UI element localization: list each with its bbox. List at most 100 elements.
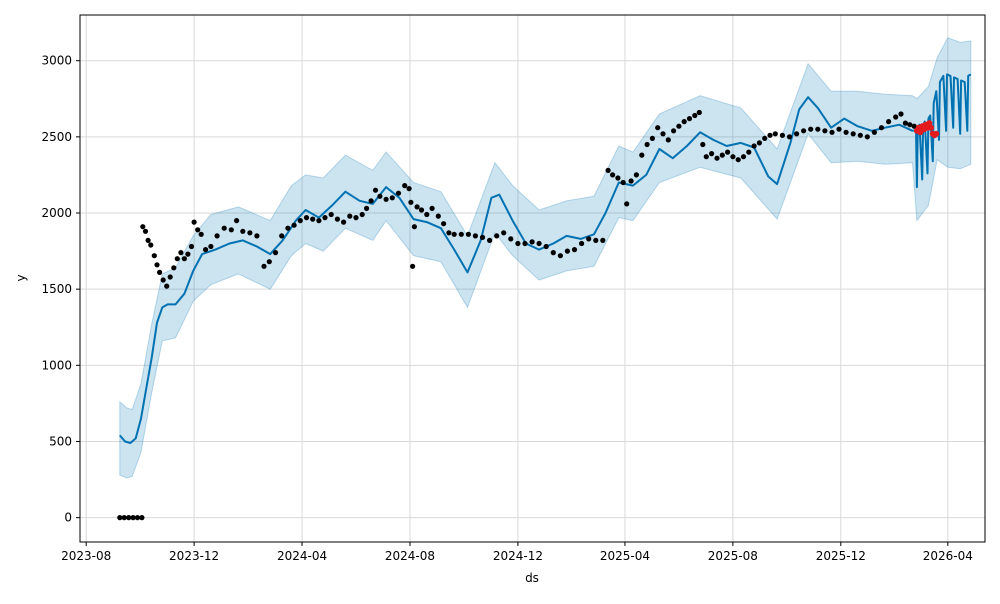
observed-point: [414, 204, 420, 210]
observed-point: [208, 243, 214, 250]
observed-point: [372, 187, 379, 193]
x-tick-label: 2023-08: [61, 549, 111, 563]
uncertainty-interval-area: [119, 37, 972, 479]
observed-point: [191, 219, 197, 225]
highlighted-points: [913, 120, 940, 139]
observed-point: [786, 134, 793, 140]
observed-point: [328, 211, 334, 218]
observed-point: [353, 215, 359, 221]
observed-point: [188, 243, 195, 250]
observed-point: [494, 233, 500, 239]
observed-point: [148, 242, 154, 248]
y-axis-ticks: 0 500 1000 1500 2000 2500 3000: [41, 54, 80, 525]
highlighted-point: [928, 124, 934, 131]
y-tick-label: 1000: [41, 358, 72, 372]
observed-point: [121, 515, 127, 521]
forecast-lines: [119, 73, 972, 444]
observed-point: [310, 216, 316, 222]
observed-point: [418, 207, 425, 213]
observed-point: [801, 128, 807, 134]
observed-point: [174, 256, 180, 262]
observed-point: [756, 140, 763, 146]
observed-point: [164, 283, 170, 289]
observed-point: [893, 114, 899, 120]
observed-point: [730, 154, 736, 160]
x-tick-label: 2025-08: [708, 549, 758, 563]
observed-point: [822, 128, 828, 134]
observed-point: [829, 129, 835, 135]
observed-point: [429, 205, 435, 211]
observed-point: [725, 149, 731, 155]
observed-point: [692, 112, 698, 119]
y-tick-label: 500: [49, 434, 72, 448]
y-tick-label: 3000: [41, 54, 72, 68]
observed-point: [564, 248, 571, 254]
observed-point: [886, 119, 892, 125]
observed-point: [610, 172, 616, 178]
observed-point: [746, 149, 752, 155]
observed-points: [117, 109, 917, 521]
observed-point: [465, 231, 471, 237]
observed-point: [406, 186, 412, 192]
observed-point: [266, 259, 272, 265]
observed-point: [446, 230, 452, 236]
observed-point: [911, 123, 917, 129]
observed-point: [655, 125, 661, 131]
observed-point: [605, 167, 611, 173]
observed-point: [316, 218, 322, 224]
observed-point: [703, 154, 709, 160]
x-axis-ticks: 2023-08 2023-12 2024-04 2024-08 2024-12 2025-…: [61, 542, 973, 563]
x-tick-label: 2023-12: [169, 549, 219, 563]
observed-point: [543, 243, 549, 250]
grid-lines: [80, 15, 985, 542]
observed-point: [878, 125, 885, 131]
x-tick-label: 2026-04: [923, 549, 973, 563]
observed-point: [714, 155, 720, 161]
observed-point: [195, 227, 201, 233]
observed-point: [633, 172, 640, 178]
observed-point: [261, 263, 267, 269]
observed-point: [751, 143, 757, 149]
forecast_oscillation-line: [915, 73, 972, 189]
observed-point: [843, 129, 849, 135]
observed-point: [815, 126, 821, 132]
x-axis-label: ds: [525, 571, 539, 585]
observed-point: [472, 233, 478, 239]
observed-point: [864, 134, 870, 140]
observed-point: [130, 515, 136, 521]
observed-point: [167, 274, 173, 280]
observed-point: [615, 175, 621, 181]
observed-point: [557, 253, 564, 259]
observed-point: [550, 250, 556, 256]
observed-point: [410, 263, 416, 269]
observed-point: [898, 111, 904, 117]
observed-point: [408, 199, 414, 205]
observed-point: [644, 141, 650, 148]
observed-point: [681, 119, 687, 125]
observed-point: [762, 135, 768, 141]
observed-point: [522, 240, 528, 247]
observed-point: [234, 218, 240, 224]
observed-point: [334, 216, 340, 222]
x-tick-label: 2024-04: [277, 549, 327, 563]
observed-point: [117, 515, 123, 521]
observed-point: [665, 137, 671, 143]
observed-point: [424, 211, 430, 218]
observed-point: [536, 240, 542, 247]
observed-point: [696, 109, 702, 116]
y-tick-label: 2500: [41, 130, 72, 144]
observed-point: [389, 195, 395, 201]
observed-point: [871, 129, 878, 135]
observed-point: [686, 116, 693, 122]
observed-point: [383, 196, 389, 202]
observed-point: [441, 221, 447, 227]
observed-point: [297, 218, 303, 224]
observed-point: [254, 233, 260, 239]
observed-point: [676, 123, 682, 129]
observed-point: [185, 251, 191, 257]
observed-point: [140, 224, 146, 230]
observed-point: [836, 126, 842, 132]
observed-point: [660, 131, 666, 137]
observed-point: [142, 228, 149, 234]
